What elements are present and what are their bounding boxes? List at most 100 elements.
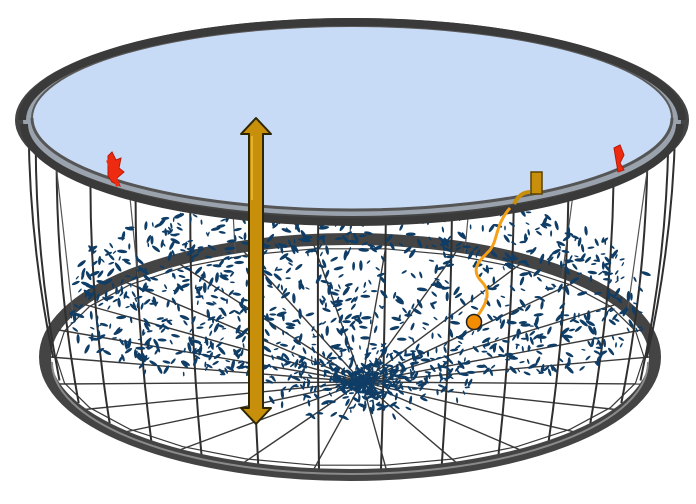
fish [97,330,101,340]
net-radial-line [84,381,363,411]
fish [243,305,247,314]
fish [311,346,316,353]
fish [280,245,284,254]
fish [191,315,196,325]
fish [179,315,190,320]
fish [389,242,395,251]
fish [298,280,305,290]
fish [322,259,327,268]
fish [579,365,585,371]
fish [240,298,249,302]
fish [276,314,284,317]
fish [431,291,438,297]
fish [262,345,272,353]
fish [535,356,541,365]
fish [445,255,455,259]
fish [373,387,379,396]
fish [609,244,615,249]
fish [597,353,603,361]
fish [577,237,582,247]
fish [302,394,312,399]
fish [188,336,194,347]
fish [131,291,136,298]
fish [545,287,554,291]
fish [487,313,494,321]
fish [376,350,379,355]
fish [298,356,306,364]
fish [380,342,387,348]
fish [77,260,86,268]
fish [321,295,326,301]
fish [298,308,302,319]
fish [318,225,330,230]
fish [546,257,551,261]
fish [628,319,634,328]
fish [283,353,290,361]
fish [234,234,237,241]
fish [380,351,384,358]
fish [500,319,506,329]
fish [215,272,219,283]
fish [306,251,309,257]
fish [162,242,166,247]
fish [221,327,227,330]
fish [135,295,143,299]
fish [610,249,619,259]
fish [445,291,449,302]
fish [562,334,570,343]
fish [527,229,530,236]
fish [388,352,394,356]
fish [152,245,160,253]
fish [170,358,176,365]
fish [397,389,405,395]
net-side-line [189,206,203,455]
fish [518,328,522,335]
fish [448,328,454,338]
fish [444,280,449,284]
fish [409,361,420,365]
fish [504,252,512,260]
fish [376,272,385,277]
fish [333,377,341,383]
fish [384,379,393,384]
fish [426,350,430,357]
fish [279,343,289,347]
fish [298,371,303,379]
fish [631,305,636,315]
fish [455,246,461,251]
fish [640,328,644,332]
fish [564,259,574,263]
fish [218,231,226,234]
fish [615,254,618,259]
fish [341,235,349,243]
fish [392,373,402,379]
fish [240,349,244,357]
fish [360,294,371,298]
fish [279,253,289,261]
fish [559,260,563,269]
fish [175,350,184,355]
net-side-line [646,121,677,358]
fish [320,279,329,284]
fish [269,322,277,330]
fish [607,289,611,299]
fish [576,272,583,275]
fish [443,346,447,354]
fish [519,276,525,286]
fish [220,317,225,320]
fish [396,337,407,341]
fish [587,270,598,275]
fish [358,234,367,238]
fish [457,231,466,240]
fish [450,313,454,320]
fish [457,365,464,368]
fish [458,340,463,345]
fish [492,343,497,353]
fish [226,298,228,304]
fish [551,248,561,255]
fish [168,226,173,232]
fish [137,338,143,341]
fish [547,326,552,335]
fish [350,297,356,304]
fish [281,362,285,368]
